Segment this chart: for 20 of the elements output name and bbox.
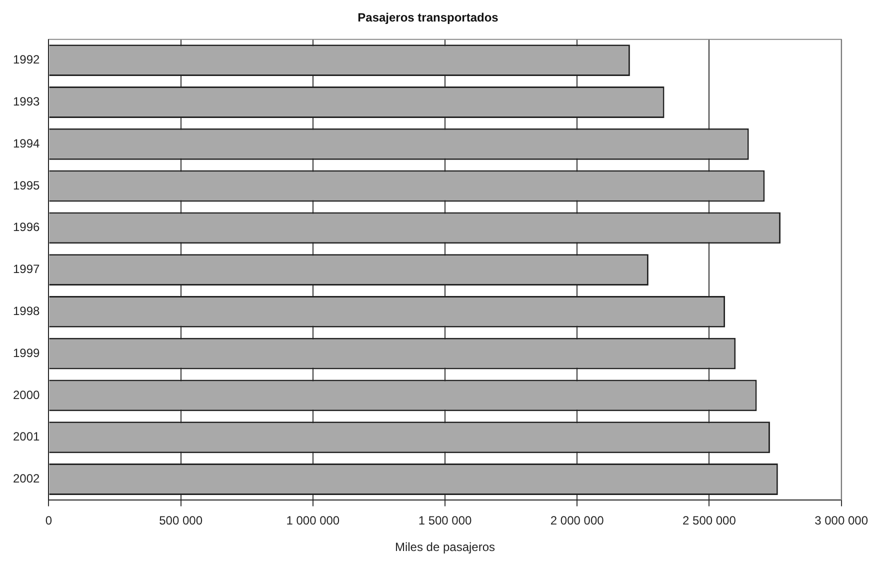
x-tick-label: 3 000 000 <box>814 514 868 528</box>
y-tick-label: 1995 <box>12 178 40 192</box>
y-tick-label: 2000 <box>12 388 40 402</box>
x-tick-label: 500 000 <box>159 514 203 528</box>
x-tick-label: 0 <box>45 514 52 528</box>
y-tick-label: 1998 <box>12 304 40 318</box>
y-tick-label: 2002 <box>12 472 40 486</box>
y-tick-label: 1997 <box>12 262 40 276</box>
chart-title: Pasajeros transportados <box>358 10 499 25</box>
x-tick-label: 2 000 000 <box>550 514 604 528</box>
x-tick-label: 1 500 000 <box>418 514 472 528</box>
y-tick-label: 1994 <box>12 136 40 150</box>
x-tick-label: 1 000 000 <box>286 514 340 528</box>
x-axis-title: Miles de pasajeros <box>394 540 496 554</box>
x-tick-label: 2 500 000 <box>682 514 736 528</box>
y-tick-label: 1996 <box>12 220 40 234</box>
y-tick-label: 1992 <box>12 52 40 67</box>
y-tick-label: 1999 <box>12 346 40 360</box>
y-tick-label: 2001 <box>12 430 40 444</box>
y-tick-label: 1993 <box>12 94 40 109</box>
